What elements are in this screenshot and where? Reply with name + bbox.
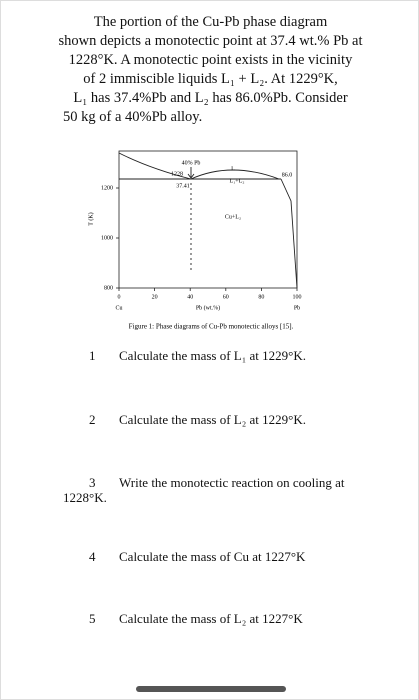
question-text: 1228°K.	[63, 490, 107, 505]
question-text: Calculate the mass of L₂ at 1229°K.	[119, 412, 306, 427]
annotation: 40% Pb	[182, 160, 201, 166]
problem-line: 50 kg of a 40%Pb alloy.	[63, 109, 203, 125]
plot-frame	[118, 150, 298, 289]
phase-diagram: 40% Pb 1228 37.41 L L₁+L₂ Cu+L₂ 86.0 T (…	[87, 150, 302, 331]
question-text: Calculate the mass of L₁ at 1229°K.	[119, 348, 306, 363]
y-tick-label: 1000	[101, 235, 113, 241]
question-number: 4	[89, 549, 96, 564]
annotation: L₁+L₂	[230, 178, 245, 184]
question-text: Calculate the mass of L₂ at 1227°K	[119, 611, 303, 626]
problem-line: L₁ has 37.4%Pb and L₂ has 86.0%Pb. Consi…	[73, 90, 348, 106]
question-number: 3	[89, 475, 96, 490]
question-text: Calculate the mass of Cu at 1227°K	[119, 549, 306, 564]
question-number: 5	[89, 611, 96, 626]
x-tick-label: 0	[118, 294, 121, 300]
y-axis-label: T (K)	[87, 212, 94, 225]
x-tick-label: 80	[258, 294, 264, 300]
annotation: L	[231, 166, 235, 172]
annotation: 1228	[171, 171, 183, 177]
x-tick-label: 40	[187, 294, 193, 300]
y-tick-label: 800	[104, 285, 113, 291]
x-axis-label: Pb (wt.%)	[196, 304, 220, 311]
arrow-head	[187, 173, 195, 179]
figure-caption: Figure 1: Phase diagrams of Cu-Pb monote…	[129, 323, 294, 331]
pb-liquidus	[280, 178, 298, 289]
end-label: Cu	[115, 305, 122, 311]
x-tick-label: 100	[293, 294, 302, 300]
annotation: 86.0	[282, 172, 293, 178]
problem-line: of 2 immiscible liquids L₁ + L₂. At 1229…	[83, 71, 338, 87]
x-tick-label: 60	[223, 294, 229, 300]
question-number: 2	[89, 412, 96, 427]
y-tick-label: 1200	[101, 185, 113, 191]
end-label: Pb	[294, 305, 300, 311]
home-indicator	[136, 686, 286, 692]
question-text: Write the monotectic reaction on cooling…	[119, 475, 345, 490]
x-tick-label: 20	[152, 294, 158, 300]
annotation: Cu+L₂	[225, 214, 241, 220]
problem-line: shown depicts a monotectic point at 37.4…	[58, 33, 363, 49]
question-number: 1	[89, 348, 96, 363]
problem-line: 1228°K. A monotectic point exists in the…	[68, 52, 353, 68]
problem-line: The portion of the Cu-Pb phase diagram	[93, 14, 328, 30]
annotation: 37.41	[176, 183, 190, 189]
